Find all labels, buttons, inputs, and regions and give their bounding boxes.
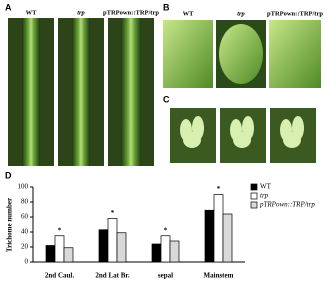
photos: [8, 18, 321, 166]
photo-label: WT: [183, 10, 195, 17]
legend-swatch: [250, 183, 258, 191]
bar: [169, 240, 180, 263]
legend-swatch: [250, 201, 258, 209]
bar: [98, 229, 109, 263]
x-tick-label: 2nd Lat Br.: [95, 272, 129, 280]
bar: [204, 209, 215, 263]
photo-label: pTRPown::TRP/trp: [267, 10, 323, 17]
photo: [72, 18, 90, 166]
significance: *: [111, 209, 115, 217]
photo: [121, 18, 141, 166]
y-tick-label: 20: [21, 243, 29, 251]
bar: [54, 235, 65, 263]
photo-label: trp: [237, 10, 245, 17]
significance: *: [164, 226, 168, 234]
y-tick-label: 80: [21, 198, 29, 206]
y-tick-label: 100: [18, 183, 29, 191]
significance: *: [58, 226, 62, 234]
legend-label: trp: [260, 192, 269, 200]
photo: [22, 18, 40, 166]
x-tick-label: Mainstem: [204, 272, 234, 280]
bar: [222, 213, 233, 263]
y-tick-label: 60: [21, 213, 29, 221]
x-tick-label: 2nd Caul.: [45, 272, 74, 280]
panel-label: C: [163, 94, 170, 104]
bar: [63, 247, 74, 263]
bar: [45, 245, 56, 263]
photo-label: pTRPown::TRP/trp: [103, 9, 159, 16]
photo-label: trp: [77, 9, 85, 16]
legend-label: WT: [260, 183, 272, 191]
y-tick-label: 0: [25, 258, 29, 266]
panel-label: A: [5, 2, 12, 12]
bar: [107, 218, 118, 263]
significance: *: [217, 185, 221, 193]
y-axis-title: Trichome number: [6, 198, 14, 252]
photo: [269, 20, 321, 88]
bar: [213, 194, 224, 263]
photo-label: WT: [26, 9, 38, 16]
panel-label: B: [163, 2, 170, 12]
bar: [151, 243, 162, 263]
photo: [163, 20, 213, 88]
y-tick-label: 40: [21, 228, 29, 236]
flower-buds: [180, 116, 304, 148]
bar: [116, 232, 127, 263]
legend-label: pTRPown::TRP/trp: [259, 201, 315, 209]
bar: [160, 235, 171, 263]
legend-swatch: [250, 192, 258, 200]
photo: [219, 24, 263, 84]
panel-label: D: [5, 170, 12, 180]
x-tick-label: sepal: [158, 272, 173, 280]
